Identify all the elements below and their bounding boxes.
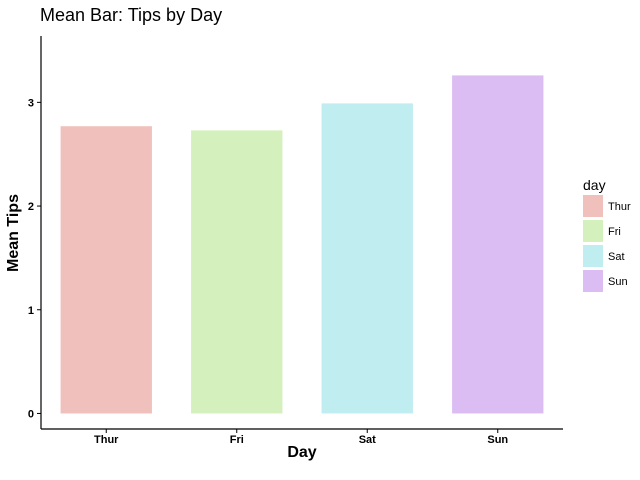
y-tick-label: 0 [28, 408, 34, 420]
y-axis-title: Mean Tips [5, 194, 22, 272]
legend-label-sun: Sun [608, 276, 628, 288]
y-tick-label: 1 [28, 305, 34, 317]
y-axis-ticks: 0 1 2 3 [28, 97, 41, 420]
chart-title: Mean Bar: Tips by Day [40, 5, 222, 25]
bar-sat [321, 103, 413, 414]
legend-label-sat: Sat [608, 251, 625, 263]
bar-fri [191, 130, 283, 414]
x-axis-title: Day [287, 444, 316, 461]
bar-thur [60, 126, 152, 414]
y-tick-label: 3 [28, 97, 34, 109]
x-axis-ticks: Thur Fri Sat Sun [94, 429, 508, 446]
legend-title: day [583, 177, 606, 193]
legend-label-fri: Fri [608, 226, 621, 238]
legend-key-sat [583, 245, 603, 267]
x-tick-label: Sun [487, 434, 508, 446]
x-tick-label: Sat [359, 434, 376, 446]
y-tick-label: 2 [28, 201, 34, 213]
bar-sun [452, 75, 544, 414]
legend-key-sun [583, 270, 603, 292]
legend-label-thur: Thur [608, 201, 631, 213]
legend: day Thur Fri Sat Sun [583, 177, 631, 292]
legend-key-fri [583, 220, 603, 242]
bars-group [60, 75, 544, 414]
x-tick-label: Thur [94, 434, 119, 446]
x-tick-label: Fri [230, 434, 244, 446]
legend-key-thur [583, 195, 603, 217]
